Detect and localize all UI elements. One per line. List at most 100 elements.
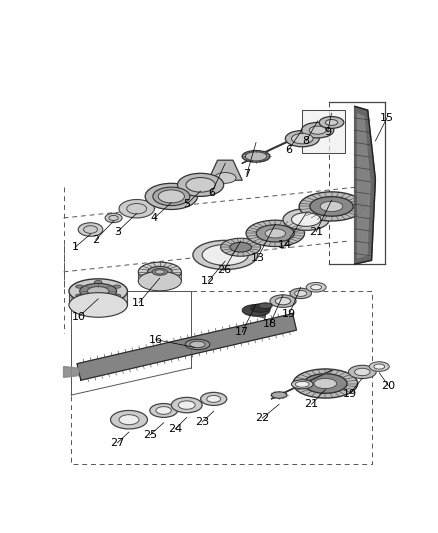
Text: 9: 9 [324, 127, 331, 137]
Ellipse shape [185, 340, 210, 350]
Ellipse shape [94, 298, 102, 302]
Ellipse shape [113, 285, 121, 288]
Ellipse shape [276, 297, 291, 305]
Polygon shape [208, 160, 242, 180]
Ellipse shape [177, 173, 224, 196]
Ellipse shape [270, 295, 296, 308]
Ellipse shape [201, 392, 227, 406]
Ellipse shape [69, 293, 127, 317]
Ellipse shape [258, 303, 272, 309]
Ellipse shape [310, 197, 353, 216]
Ellipse shape [155, 270, 164, 274]
Text: 3: 3 [114, 227, 121, 237]
Ellipse shape [299, 192, 364, 221]
Ellipse shape [355, 368, 370, 376]
Ellipse shape [294, 290, 307, 296]
Text: 2: 2 [92, 235, 99, 245]
Text: 13: 13 [251, 253, 265, 263]
Polygon shape [358, 114, 370, 258]
Ellipse shape [193, 240, 258, 270]
Ellipse shape [152, 269, 167, 276]
Text: 25: 25 [143, 430, 157, 440]
Ellipse shape [245, 152, 267, 161]
Text: 19: 19 [343, 389, 357, 399]
Ellipse shape [349, 365, 376, 378]
Ellipse shape [242, 304, 270, 316]
Text: 21: 21 [309, 227, 323, 237]
Ellipse shape [319, 117, 344, 128]
Polygon shape [64, 367, 80, 377]
Ellipse shape [291, 133, 313, 144]
Text: 6: 6 [208, 188, 215, 198]
Ellipse shape [311, 285, 321, 290]
Ellipse shape [190, 341, 205, 348]
Ellipse shape [283, 208, 329, 230]
Ellipse shape [148, 266, 172, 277]
Polygon shape [302, 110, 345, 152]
Ellipse shape [186, 177, 215, 192]
Ellipse shape [307, 376, 343, 392]
Ellipse shape [304, 374, 347, 393]
Text: 23: 23 [195, 417, 209, 427]
Ellipse shape [293, 369, 358, 398]
Text: 19: 19 [282, 309, 296, 319]
Ellipse shape [290, 288, 311, 298]
Ellipse shape [84, 225, 97, 233]
Ellipse shape [272, 392, 287, 398]
Text: 1: 1 [71, 242, 78, 252]
Text: 24: 24 [168, 424, 182, 434]
Polygon shape [77, 313, 297, 380]
Polygon shape [256, 308, 265, 313]
Ellipse shape [88, 287, 109, 296]
Ellipse shape [109, 215, 118, 221]
Polygon shape [256, 306, 265, 316]
Ellipse shape [301, 123, 334, 138]
Ellipse shape [113, 294, 121, 297]
Text: 5: 5 [183, 199, 190, 209]
Polygon shape [256, 305, 265, 318]
Ellipse shape [314, 198, 349, 214]
Ellipse shape [221, 238, 261, 256]
Ellipse shape [234, 245, 247, 250]
Text: 26: 26 [217, 265, 231, 276]
Text: 17: 17 [235, 327, 249, 337]
Text: 4: 4 [151, 213, 158, 223]
Ellipse shape [285, 131, 319, 147]
Ellipse shape [291, 379, 313, 389]
Text: 12: 12 [201, 276, 215, 286]
Ellipse shape [138, 271, 181, 291]
Ellipse shape [246, 220, 304, 247]
Ellipse shape [119, 415, 139, 425]
Ellipse shape [325, 119, 338, 125]
Text: 14: 14 [278, 240, 293, 250]
Ellipse shape [156, 407, 171, 414]
Text: 22: 22 [255, 413, 269, 423]
Text: 18: 18 [263, 319, 277, 329]
Ellipse shape [295, 382, 309, 387]
Ellipse shape [320, 201, 343, 212]
Ellipse shape [369, 362, 389, 372]
Ellipse shape [242, 150, 270, 162]
Ellipse shape [150, 403, 177, 417]
Polygon shape [272, 370, 333, 399]
Ellipse shape [119, 199, 155, 218]
Ellipse shape [230, 243, 251, 252]
Text: 6: 6 [285, 145, 292, 155]
Polygon shape [242, 128, 316, 163]
Ellipse shape [76, 285, 83, 288]
Text: 27: 27 [110, 438, 124, 448]
Polygon shape [69, 291, 127, 305]
Ellipse shape [127, 204, 147, 214]
Ellipse shape [294, 131, 311, 139]
Text: 8: 8 [303, 136, 310, 146]
Ellipse shape [94, 280, 102, 284]
Ellipse shape [105, 213, 122, 223]
Text: 16: 16 [149, 335, 163, 345]
Ellipse shape [78, 223, 103, 236]
Ellipse shape [291, 213, 321, 227]
Ellipse shape [76, 294, 83, 297]
Polygon shape [138, 272, 181, 281]
Ellipse shape [215, 173, 236, 183]
Text: 21: 21 [304, 399, 318, 409]
Ellipse shape [256, 225, 294, 242]
